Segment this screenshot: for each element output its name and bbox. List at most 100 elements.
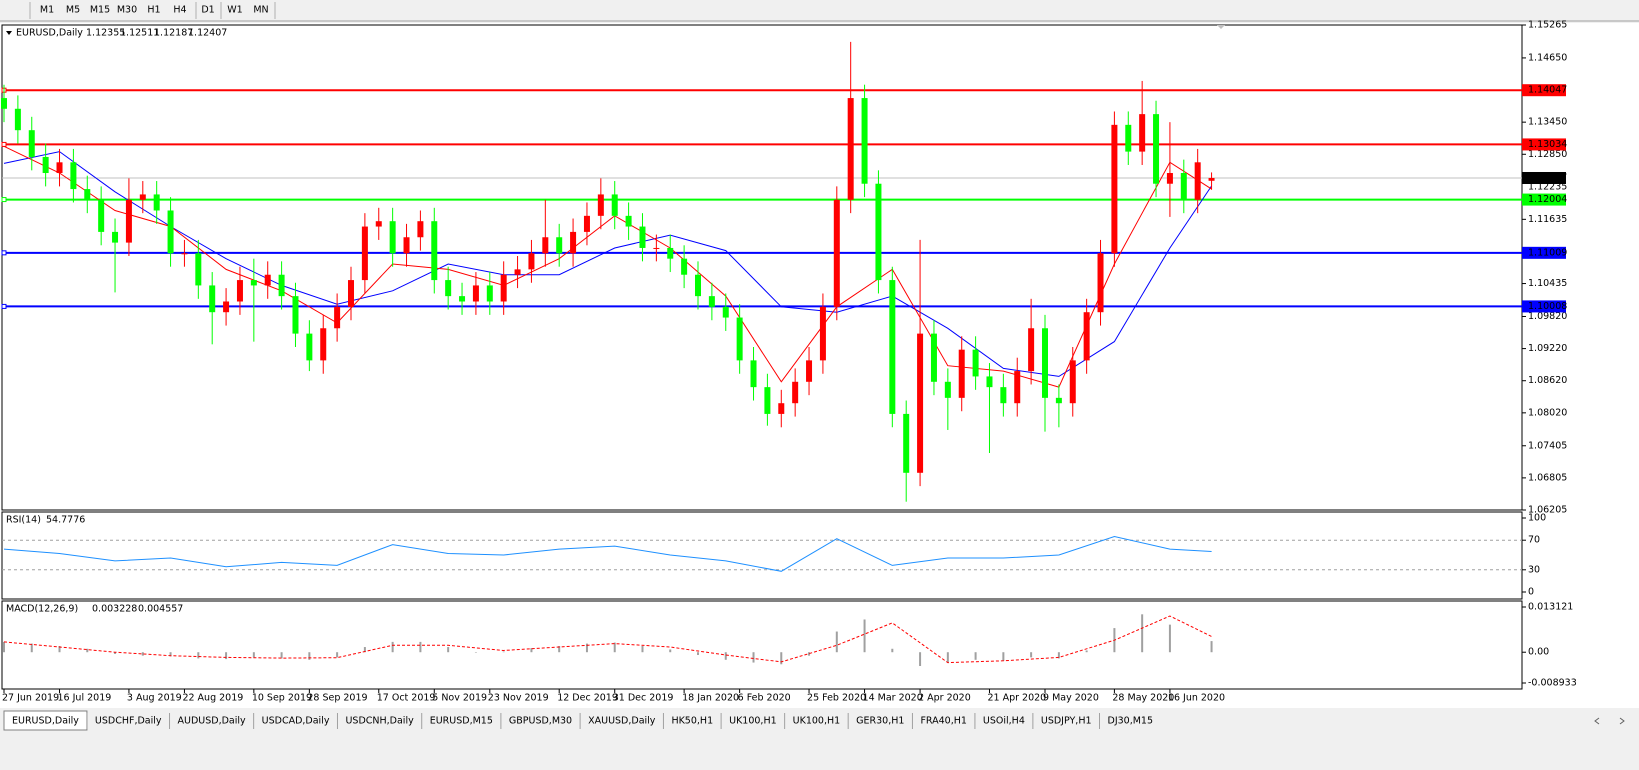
candle-body — [14, 108, 21, 131]
candle-body — [972, 349, 979, 377]
candle-body — [1097, 253, 1104, 313]
candle-body — [1166, 173, 1173, 184]
candle-body — [722, 306, 729, 318]
macd-histogram-bar — [30, 643, 33, 653]
tab-scroll-left[interactable] — [1594, 717, 1600, 725]
candle-body — [889, 280, 896, 414]
chart-tab[interactable]: USDCAD,Daily — [262, 716, 330, 727]
x-tick-label: 22 Aug 2019 — [182, 693, 243, 704]
y-tick-label: 1.09220 — [1528, 343, 1567, 354]
macd-histogram-bar — [1030, 652, 1033, 658]
candle-body — [1, 98, 7, 109]
candle-body — [708, 296, 715, 307]
candle-body — [1028, 328, 1035, 372]
candle-body — [958, 349, 965, 398]
candle-body — [486, 285, 493, 302]
chart-tab[interactable]: USDCHF,Daily — [95, 716, 162, 727]
chart-tab[interactable]: DJ30,M15 — [1108, 716, 1154, 727]
chart-tab[interactable]: HK50,H1 — [671, 716, 713, 727]
level-price-label: 1.10008 — [1528, 301, 1567, 312]
timeframe-button[interactable]: H1 — [147, 5, 160, 16]
toolbar — [0, 0, 1639, 21]
candle-body — [1111, 124, 1118, 254]
x-tick-label: 27 Jun 2019 — [2, 693, 59, 704]
candle-body — [875, 183, 882, 281]
macd-histogram-bar — [558, 646, 561, 653]
candle-body — [250, 280, 257, 286]
candle-body — [986, 376, 993, 388]
candle-body — [167, 210, 174, 254]
level-anchor — [1, 303, 7, 309]
macd-histogram-bar — [58, 646, 61, 653]
candle-body — [181, 253, 188, 255]
ohlc-value: 1.12355 — [86, 28, 125, 39]
y-tick-label: 30 — [1528, 564, 1540, 575]
y-tick-label: 1.06205 — [1528, 505, 1567, 516]
candle-body — [792, 381, 799, 404]
candle-body — [1208, 177, 1215, 181]
candle-body — [1055, 397, 1062, 404]
candle-body — [1042, 328, 1048, 398]
timeframe-button[interactable]: M1 — [40, 5, 54, 16]
timeframe-button[interactable]: MN — [253, 5, 268, 16]
chart-tab[interactable]: EURUSD,Daily — [12, 716, 79, 727]
chart-tab[interactable]: UK100,H1 — [729, 716, 777, 727]
y-tick-label: 1.08620 — [1528, 375, 1567, 386]
macd-histogram-bar — [863, 619, 866, 653]
macd-histogram-bar — [669, 649, 672, 653]
timeframe-button[interactable]: M15 — [90, 5, 110, 16]
x-tick-label: 28 Sep 2019 — [307, 693, 367, 704]
candle-body — [542, 237, 549, 254]
macd-histogram-bar — [780, 652, 783, 665]
candle-body — [56, 162, 63, 174]
x-tick-label: 16 Jul 2019 — [58, 693, 112, 704]
chart-tab[interactable]: USDCNH,Daily — [345, 716, 414, 727]
shift-marker — [1217, 25, 1225, 29]
macd-histogram-bar — [808, 652, 811, 656]
candle-body — [1014, 371, 1021, 404]
level-price-label: 1.11009 — [1528, 247, 1567, 258]
candle-body — [847, 98, 854, 200]
level-anchor — [1, 141, 7, 147]
chart-tab[interactable]: GBPUSD,M30 — [509, 716, 572, 727]
indicator-value: 0.003228 — [92, 604, 137, 615]
macd-histogram-bar — [3, 641, 5, 653]
macd-histogram-bar — [530, 648, 533, 653]
x-tick-label: 2 Apr 2020 — [918, 693, 971, 704]
macd-histogram-bar — [86, 648, 89, 653]
timeframe-button[interactable]: M5 — [66, 5, 80, 16]
candle-body — [1000, 387, 1007, 404]
y-tick-label: 100 — [1528, 513, 1546, 524]
chart-tab[interactable]: USDJPY,H1 — [1041, 716, 1092, 727]
chart-tab[interactable]: XAUUSD,Daily — [588, 716, 656, 727]
y-tick-label: 0.013121 — [1528, 602, 1573, 613]
timeframe-button[interactable]: H4 — [173, 5, 186, 16]
macd-histogram-bar — [280, 652, 283, 659]
macd-histogram-bar — [502, 651, 505, 653]
macd-histogram-bar — [1141, 614, 1144, 653]
candle-body — [98, 199, 105, 232]
bid-price-label: 1.12407 — [1528, 172, 1567, 183]
candle-body — [750, 360, 757, 388]
chart-tab[interactable]: FRA40,H1 — [920, 716, 966, 727]
macd-histogram-bar — [613, 642, 616, 653]
symbol-menu[interactable] — [6, 31, 12, 35]
candle-body — [389, 221, 396, 254]
tab-scroll-right[interactable] — [1619, 717, 1625, 725]
level-price-box — [1522, 138, 1566, 151]
candle-body — [1139, 114, 1146, 152]
macd-histogram-bar — [252, 652, 255, 658]
candle-body — [1083, 312, 1090, 361]
timeframe-button[interactable]: W1 — [227, 5, 242, 16]
chart-tab[interactable]: UK100,H1 — [793, 716, 841, 727]
chart-tab[interactable]: GER30,H1 — [856, 716, 904, 727]
chart-tab[interactable]: EURUSD,M15 — [430, 716, 493, 727]
candle-body — [556, 237, 563, 254]
candle-body — [917, 333, 924, 473]
chart-tab[interactable]: USOil,H4 — [983, 716, 1025, 727]
timeframe-button[interactable]: M30 — [117, 5, 137, 16]
timeframe-button[interactable]: D1 — [201, 5, 214, 16]
tab-bar — [0, 709, 1639, 770]
ohlc-value: 1.12511 — [120, 28, 159, 39]
chart-tab[interactable]: AUDUSD,Daily — [178, 716, 247, 727]
